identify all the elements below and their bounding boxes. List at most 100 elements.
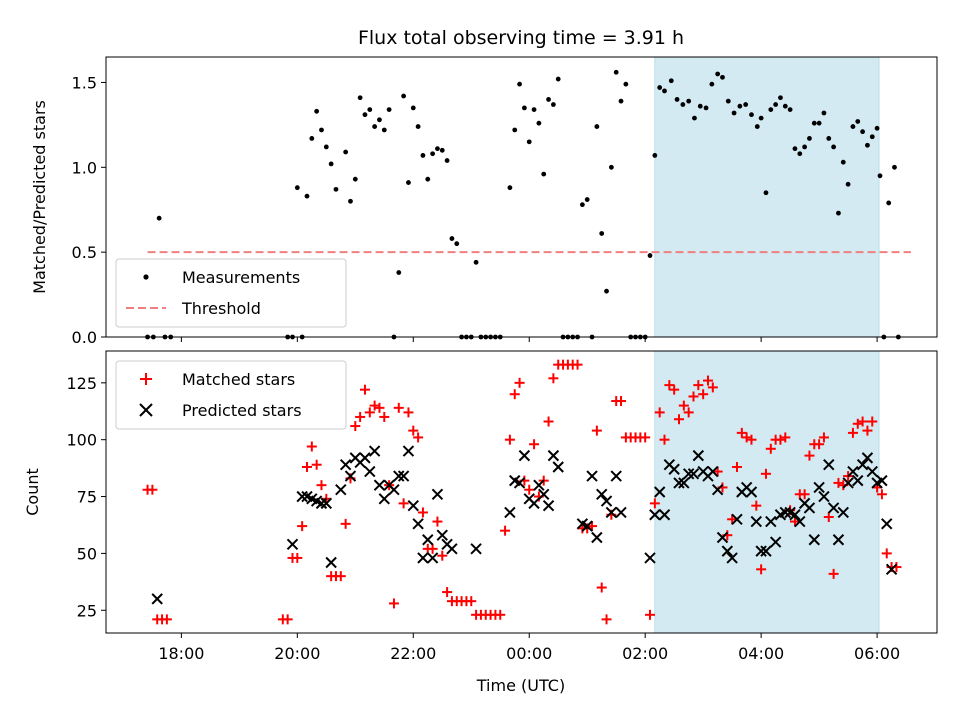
- data-point: [396, 270, 402, 275]
- data-point: [654, 407, 665, 418]
- data-point: [599, 231, 605, 236]
- data-point: [430, 151, 436, 157]
- data-point: [431, 488, 444, 500]
- data-point: [393, 402, 404, 413]
- data-point: [466, 596, 477, 607]
- data-point: [417, 507, 428, 518]
- data-point: [528, 497, 540, 510]
- data-point: [297, 521, 308, 532]
- legend-entry: Measurements: [143, 268, 300, 287]
- data-point: [304, 193, 310, 199]
- legend-box: [115, 360, 347, 430]
- data-point: [876, 474, 888, 487]
- data-point: [862, 425, 873, 436]
- data-point: [826, 136, 832, 141]
- data-point: [869, 134, 875, 140]
- data-point: [420, 153, 426, 158]
- data-point: [731, 461, 742, 472]
- data-point: [282, 614, 293, 625]
- data-point: [765, 515, 777, 528]
- data-point: [867, 416, 878, 427]
- data-point: [852, 418, 863, 429]
- data-point: [847, 427, 858, 438]
- data-point: [377, 117, 382, 123]
- x-tick-label: 20:00: [274, 644, 320, 663]
- y-tick-label: 100: [66, 431, 97, 450]
- data-point: [746, 434, 757, 445]
- data-point: [827, 502, 840, 514]
- data-point: [156, 215, 162, 221]
- data-point: [669, 384, 680, 395]
- data-point: [702, 375, 713, 386]
- axes-frame: [105, 56, 938, 338]
- data-point: [802, 144, 808, 150]
- data-point: [727, 514, 738, 525]
- data-point: [572, 359, 583, 370]
- data-point: [348, 198, 353, 204]
- data-point: [444, 158, 450, 163]
- observing-window-shade: [654, 350, 880, 634]
- data-point: [721, 545, 734, 557]
- data-point: [688, 391, 699, 402]
- data-point: [294, 185, 300, 191]
- data-point: [504, 434, 515, 445]
- data-point: [750, 515, 763, 528]
- data-point: [584, 197, 590, 202]
- data-point: [586, 470, 598, 482]
- data-point: [369, 400, 380, 411]
- data-point: [529, 439, 540, 450]
- data-point: [673, 477, 685, 489]
- data-point: [344, 470, 357, 482]
- data-point: [343, 149, 349, 155]
- bottom-panel: 25 50 75 100 125 18:00 20:00 22:00 00:00 02:00 04:…: [23, 350, 938, 663]
- data-point: [711, 484, 724, 496]
- data-point: [821, 110, 827, 116]
- data-point: [340, 518, 351, 529]
- data-point: [591, 425, 602, 436]
- data-point: [698, 389, 709, 400]
- data-point: [736, 427, 747, 438]
- data-point: [715, 71, 721, 77]
- data-point: [320, 497, 333, 510]
- data-point: [682, 468, 695, 480]
- data-point: [398, 498, 409, 509]
- data-point: [587, 521, 598, 532]
- data-point: [773, 102, 779, 107]
- data-point: [407, 499, 419, 512]
- observing-window-shade: [654, 56, 880, 338]
- data-point: [649, 498, 660, 509]
- data-point: [604, 288, 609, 294]
- y-tick-label: 1.5: [72, 73, 97, 92]
- data-point: [315, 497, 328, 510]
- data-point: [449, 236, 455, 241]
- data-point: [306, 441, 317, 452]
- data-point: [406, 180, 411, 185]
- data-point: [745, 486, 758, 498]
- data-point: [857, 416, 868, 427]
- data-point: [316, 480, 327, 491]
- data-point: [339, 459, 352, 471]
- data-point: [381, 127, 387, 133]
- data-point: [314, 108, 320, 114]
- data-point: [794, 515, 806, 528]
- legend-swatch: [139, 403, 153, 417]
- data-point: [831, 144, 837, 150]
- chart-title: Flux total observing time = 3.91 h: [358, 27, 684, 49]
- x-tick-label: 04:00: [738, 644, 784, 663]
- data-point: [852, 474, 864, 487]
- data-point: [731, 110, 737, 116]
- y-tick-label: 0.0: [72, 328, 97, 347]
- data-point: [716, 531, 729, 544]
- x-tick-label: 06:00: [854, 644, 900, 663]
- data-point: [374, 402, 385, 413]
- data-point: [311, 459, 322, 470]
- data-point: [866, 465, 878, 478]
- data-point: [803, 502, 816, 514]
- data-point: [818, 490, 830, 503]
- data-point: [709, 81, 715, 87]
- data-point: [500, 525, 511, 536]
- data-point: [741, 432, 752, 443]
- data-point: [323, 144, 329, 150]
- data-point: [470, 543, 482, 555]
